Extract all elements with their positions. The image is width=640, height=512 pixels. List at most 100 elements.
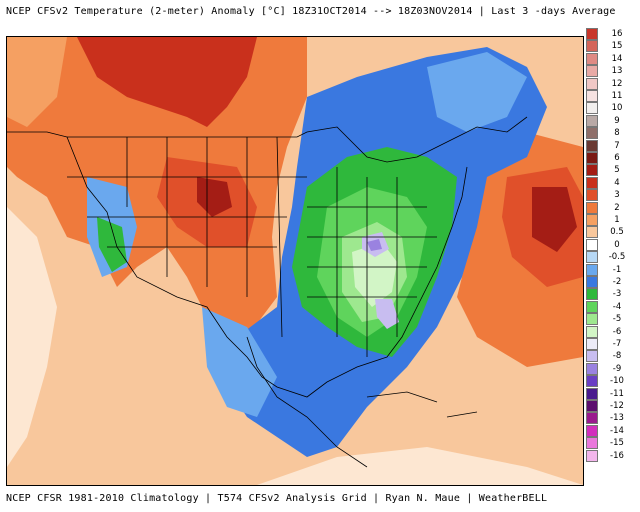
- legend-label: 9: [614, 115, 620, 126]
- legend-swatch: [586, 412, 598, 425]
- legend-item: -4: [585, 300, 637, 313]
- legend-label: 1: [614, 215, 620, 225]
- legend-swatch: [586, 276, 598, 288]
- legend-label: 7: [614, 140, 620, 151]
- legend-swatch: [586, 226, 598, 239]
- legend-swatch: [586, 65, 598, 78]
- legend-label: 3: [614, 190, 620, 201]
- map-title: NCEP CFSv2 Temperature (2-meter) Anomaly…: [6, 6, 616, 17]
- legend-swatch: [586, 288, 598, 301]
- legend-label: 4: [614, 177, 620, 188]
- anomaly-region-extreme-cold: [367, 239, 382, 251]
- legend-item: 7: [585, 139, 637, 152]
- legend-swatch: [586, 102, 598, 115]
- legend-swatch: [586, 139, 598, 152]
- legend-swatch: [586, 338, 598, 350]
- legend-label: -14: [610, 425, 624, 436]
- legend-swatch: [586, 350, 598, 363]
- legend-item: 14: [585, 52, 637, 65]
- legend-label: 5: [614, 165, 620, 176]
- anomaly-region-extreme-cold: [375, 299, 399, 329]
- legend-item: -9: [585, 362, 637, 375]
- legend-label: 8: [614, 128, 620, 139]
- legend-swatch: [586, 251, 598, 264]
- legend-item: -14: [585, 424, 637, 437]
- legend-item: -16: [585, 449, 637, 462]
- legend-label: -3: [612, 289, 622, 300]
- legend-swatch: [586, 214, 598, 226]
- legend-swatch: [586, 375, 598, 388]
- legend-swatch: [586, 263, 598, 276]
- legend-label: -8: [612, 351, 622, 362]
- legend-item: 3: [585, 189, 637, 202]
- legend-label: 12: [611, 78, 623, 89]
- anomaly-region-strong-warm: [197, 177, 232, 217]
- legend-swatch: [586, 90, 598, 102]
- color-legend: 16 15 14 13 12 11 10 9 8 7 6 5 4 3 2 1 0.5 0 -0.5 -1 -2 -3 -4 -…: [585, 23, 637, 485]
- legend-swatch: [586, 362, 598, 375]
- legend-swatch: [586, 325, 598, 338]
- legend-label: -2: [612, 277, 622, 287]
- legend-label: 10: [611, 103, 623, 114]
- legend-swatch: [586, 449, 598, 462]
- legend-item: 6: [585, 152, 637, 164]
- legend-item: 13: [585, 65, 637, 78]
- legend-swatch: [586, 189, 598, 202]
- legend-label: -9: [612, 363, 622, 374]
- legend-item: -11: [585, 387, 637, 400]
- legend-swatch: [586, 437, 598, 450]
- legend-item: 2: [585, 201, 637, 214]
- legend-label: -0.5: [608, 252, 626, 263]
- legend-label: -6: [612, 326, 622, 337]
- legend-item: -10: [585, 375, 637, 388]
- legend-label: -5: [612, 314, 622, 325]
- legend-item: -0.5: [585, 251, 637, 264]
- anomaly-region-extreme-cold: [352, 242, 397, 307]
- legend-swatch: [586, 114, 598, 127]
- legend-label: -15: [610, 438, 624, 449]
- legend-item: 11: [585, 90, 637, 102]
- legend-item: -13: [585, 412, 637, 425]
- legend-swatch: [586, 387, 598, 400]
- legend-swatch: [586, 201, 598, 214]
- legend-item: 4: [585, 176, 637, 189]
- anomaly-region-neutral: [257, 447, 583, 485]
- legend-swatch: [586, 77, 598, 90]
- legend-item: 15: [585, 40, 637, 53]
- legend-label: 13: [611, 66, 623, 77]
- legend-item: -2: [585, 276, 637, 288]
- legend-item: -15: [585, 437, 637, 450]
- legend-label: -11: [610, 388, 624, 399]
- legend-swatch: [586, 152, 598, 164]
- legend-label: 15: [611, 41, 623, 52]
- legend-item: 5: [585, 164, 637, 177]
- legend-swatch: [586, 127, 598, 140]
- legend-item: 0.5: [585, 226, 637, 239]
- legend-label: -7: [612, 339, 622, 349]
- legend-label: 6: [614, 153, 620, 163]
- legend-label: -16: [610, 450, 624, 461]
- legend-label: 0.5: [610, 227, 624, 238]
- legend-item: -7: [585, 338, 637, 350]
- legend-item: -1: [585, 263, 637, 276]
- legend-item: -6: [585, 325, 637, 338]
- legend-item: -8: [585, 350, 637, 363]
- legend-swatch: [586, 238, 598, 251]
- legend-swatch: [586, 164, 598, 177]
- legend-label: -13: [610, 413, 624, 424]
- legend-swatch: [586, 28, 598, 40]
- anomaly-region-warm: [7, 37, 307, 337]
- anomaly-region-strong-warm: [77, 37, 257, 127]
- legend-item: -5: [585, 313, 637, 326]
- anomaly-map: [6, 36, 584, 486]
- legend-item: -12: [585, 400, 637, 412]
- legend-label: -4: [612, 301, 622, 312]
- legend-label: -10: [610, 376, 624, 387]
- legend-swatch: [586, 300, 598, 313]
- legend-label: 16: [611, 29, 623, 39]
- anomaly-region-very-cold: [97, 217, 127, 272]
- legend-swatch: [586, 52, 598, 65]
- legend-swatch: [586, 40, 598, 53]
- legend-item: 0: [585, 238, 637, 251]
- anomaly-region-neutral: [7, 207, 57, 467]
